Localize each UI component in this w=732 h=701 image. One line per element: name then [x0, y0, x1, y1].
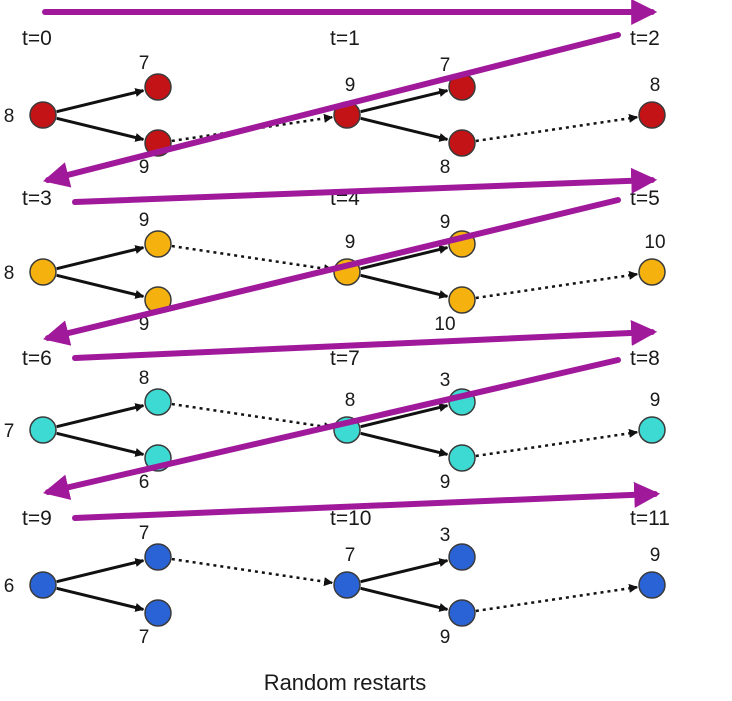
state-node [448, 286, 476, 314]
move-edge [475, 428, 639, 458]
state-value: 9 [650, 545, 661, 566]
state-value: 8 [650, 75, 661, 96]
state-node [448, 129, 476, 157]
edge [360, 273, 449, 299]
restart-arrow [42, 197, 621, 346]
time-label: t=10 [330, 507, 371, 530]
successor-value: 9 [440, 472, 451, 493]
successor-value: 7 [139, 523, 150, 544]
edge [360, 88, 449, 114]
time-label: t=7 [330, 347, 360, 370]
state-node [144, 599, 172, 627]
restart-arrow [42, 357, 621, 500]
state-value: 10 [644, 232, 665, 253]
state-node [144, 543, 172, 571]
successor-value: 9 [139, 314, 150, 335]
move-edge [171, 113, 334, 143]
move-edge [171, 244, 334, 274]
time-label: t=1 [330, 27, 360, 50]
time-label: t=6 [22, 347, 52, 370]
successor-value: 9 [139, 210, 150, 231]
start-value: 8 [4, 106, 15, 127]
start-value: 7 [4, 421, 15, 442]
state-value: 7 [345, 545, 356, 566]
restart-row: t=0 t=1 t=2 8 7 9 9 7 8 8 [4, 27, 666, 178]
restart-arrow [42, 32, 621, 188]
time-label: t=11 [630, 507, 670, 530]
caption: Random restarts [264, 670, 427, 695]
edge [56, 88, 145, 114]
time-label: t=9 [22, 507, 52, 530]
successor-value: 9 [440, 212, 451, 233]
restart-arrow [72, 167, 658, 205]
state-node [638, 416, 666, 444]
time-label: t=0 [22, 27, 52, 50]
edge [56, 558, 145, 584]
state-node [144, 73, 172, 101]
state-value: 9 [345, 75, 356, 96]
state-node [448, 444, 476, 472]
move-edge [475, 583, 639, 613]
state-node [144, 388, 172, 416]
edge [360, 116, 449, 142]
state-value: 9 [650, 390, 661, 411]
edge [56, 431, 145, 457]
edge [56, 116, 145, 142]
state-node [333, 571, 361, 599]
edge [360, 431, 449, 457]
successor-value: 8 [440, 157, 451, 178]
state-node [29, 416, 57, 444]
state-node [29, 258, 57, 286]
edge [56, 273, 145, 299]
time-label: t=3 [22, 187, 52, 210]
edge [56, 245, 145, 271]
edge [56, 403, 145, 429]
successor-value: 7 [139, 53, 150, 74]
time-label: t=5 [630, 187, 660, 210]
state-node [638, 258, 666, 286]
edge [56, 586, 145, 612]
time-label: t=2 [630, 27, 660, 50]
successor-value: 9 [440, 627, 451, 648]
state-value: 8 [345, 390, 356, 411]
restart-arrows [42, 0, 661, 521]
state-node [144, 230, 172, 258]
restart-row: t=9 t=10 t=11 6 7 7 7 3 9 9 [4, 507, 670, 648]
restart-arrow [72, 481, 661, 521]
state-node [448, 543, 476, 571]
state-value: 9 [345, 232, 356, 253]
successor-value: 8 [139, 368, 150, 389]
state-node [638, 101, 666, 129]
edge [360, 245, 449, 271]
successor-value: 10 [434, 314, 455, 335]
restart-row: t=6 t=7 t=8 7 8 6 8 3 9 9 [4, 347, 666, 493]
successor-value: 3 [440, 525, 451, 546]
edge [360, 586, 449, 612]
state-node [638, 571, 666, 599]
move-edge [171, 402, 334, 432]
move-edge [475, 113, 639, 143]
state-node [448, 599, 476, 627]
start-value: 6 [4, 576, 15, 597]
successor-value: 6 [139, 472, 150, 493]
successor-value: 3 [440, 370, 451, 391]
move-edge [171, 557, 334, 587]
state-node [29, 571, 57, 599]
successor-value: 7 [139, 627, 150, 648]
edge [360, 403, 449, 429]
start-value: 8 [4, 263, 15, 284]
restart-arrow [72, 319, 658, 361]
edge [360, 558, 449, 584]
move-edge [475, 270, 639, 300]
successor-value: 7 [440, 55, 451, 76]
successor-value: 9 [139, 157, 150, 178]
time-label: t=8 [630, 347, 660, 370]
state-node [29, 101, 57, 129]
